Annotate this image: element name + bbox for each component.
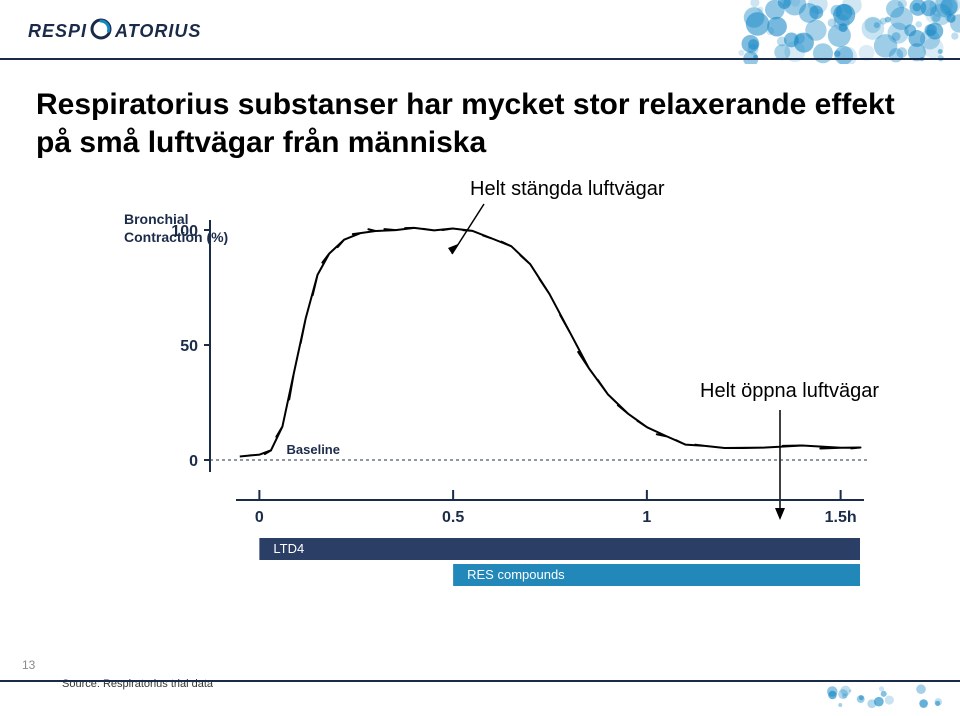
footer-divider xyxy=(0,680,960,682)
logo-text-left: RESPI xyxy=(28,21,87,42)
logo-text-right: ATORIUS xyxy=(115,21,201,42)
bronchial-contraction-chart: BronchialContraction (%)050100Baseline00… xyxy=(120,210,880,610)
svg-text:0: 0 xyxy=(255,509,264,526)
svg-text:50: 50 xyxy=(180,338,198,355)
annotation-closed-airways: Helt stängda luftvägar xyxy=(470,178,665,201)
page-title: Respiratorius substanser har mycket stor… xyxy=(36,86,916,161)
header: RESPI ATORIUS xyxy=(0,0,960,64)
svg-text:RES compounds: RES compounds xyxy=(467,567,565,582)
svg-text:1: 1 xyxy=(642,509,651,526)
header-divider xyxy=(0,58,960,60)
svg-text:0: 0 xyxy=(189,453,198,470)
header-dots-decoration xyxy=(700,0,960,64)
footer-dots-decoration xyxy=(822,684,942,708)
page-number: 13 xyxy=(22,658,35,672)
svg-text:1.5h: 1.5h xyxy=(825,509,857,526)
logo: RESPI ATORIUS xyxy=(28,18,201,45)
logo-o-icon xyxy=(90,18,112,45)
svg-text:0.5: 0.5 xyxy=(442,509,464,526)
svg-text:Baseline: Baseline xyxy=(287,442,340,457)
svg-text:100: 100 xyxy=(171,223,198,240)
svg-text:LTD4: LTD4 xyxy=(273,541,304,556)
